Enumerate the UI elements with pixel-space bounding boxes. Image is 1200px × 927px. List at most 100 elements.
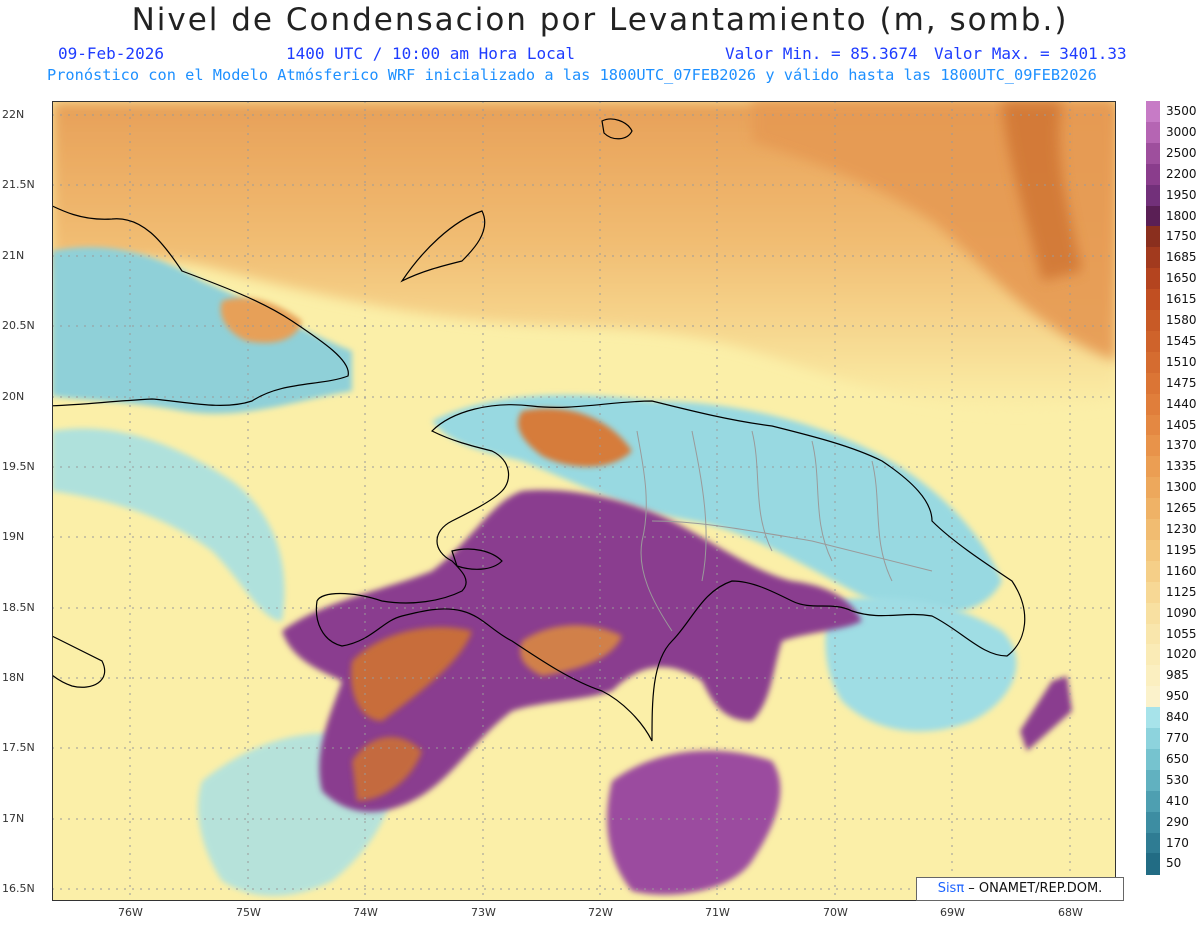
lat-label: 17.5N	[2, 741, 35, 754]
map-frame	[52, 101, 1116, 901]
colorbar-swatch	[1146, 184, 1160, 206]
colorbar-label: 1475	[1166, 375, 1197, 390]
forecast-info: Pronóstico con el Modelo Atmósferico WRF…	[47, 66, 1097, 84]
colorbar-label: 1545	[1166, 333, 1197, 348]
lon-label: 71W	[705, 906, 730, 919]
colorbar-swatch	[1146, 853, 1160, 875]
colorbar-swatch	[1146, 769, 1160, 792]
colorbar-swatch	[1146, 623, 1160, 645]
colorbar-label: 2500	[1166, 145, 1197, 160]
colorbar-label: 1335	[1166, 459, 1197, 474]
max-value: Valor Max. = 3401.33	[934, 44, 1127, 63]
colorbar-label: 3000	[1166, 124, 1197, 139]
colorbar-label: 1230	[1166, 522, 1197, 536]
colorbar-label: 170	[1166, 835, 1189, 850]
colorbar-swatch	[1146, 101, 1160, 123]
colorbar-label: 1750	[1166, 229, 1197, 244]
colorbar-label: 1265	[1166, 501, 1197, 516]
colorbar-swatch	[1146, 372, 1160, 395]
coast-cuba	[52, 205, 349, 407]
map-title: Nivel de Condensacion por Levantamiento …	[131, 2, 1069, 38]
orange-streak-3	[352, 737, 422, 801]
colorbar-swatch	[1146, 519, 1160, 541]
colorbar-swatch	[1146, 330, 1160, 353]
colorbar-label: 1300	[1166, 480, 1197, 495]
lon-label: 73W	[471, 906, 496, 919]
colorbar-swatch	[1146, 163, 1160, 186]
colorbar-label: 50	[1166, 856, 1182, 871]
colorbar-label: 985	[1166, 668, 1189, 683]
colorbar-label: 530	[1166, 772, 1189, 787]
colorbar-swatch	[1146, 790, 1160, 813]
coast-inagua	[400, 210, 486, 283]
colorbar-label: 770	[1166, 731, 1189, 745]
forecast-date: 09-Feb-2026	[58, 44, 164, 63]
lat-label: 19N	[2, 530, 25, 543]
colorbar-swatch	[1146, 665, 1160, 687]
colorbar-swatch	[1146, 748, 1160, 771]
colorbar-swatch	[1146, 581, 1160, 604]
colorbar-label: 950	[1166, 689, 1189, 704]
colorbar-swatch	[1146, 811, 1160, 833]
colorbar-swatch	[1146, 456, 1160, 478]
colorbar-label: 1160	[1166, 563, 1197, 578]
colorbar-swatch	[1146, 142, 1160, 165]
colorbar-swatch	[1146, 602, 1160, 624]
colorbar-swatch	[1146, 393, 1160, 415]
colorbar-label: 1685	[1166, 250, 1197, 265]
colorbar-label: 1800	[1166, 208, 1197, 223]
colorbar	[1146, 101, 1160, 875]
lon-label: 68W	[1058, 906, 1083, 919]
colorbar-label: 1020	[1166, 647, 1197, 662]
colorbar-label: 1650	[1166, 271, 1197, 286]
lat-label: 20.5N	[2, 319, 35, 332]
lat-label: 21N	[2, 249, 25, 262]
hot-streak-ne	[1002, 101, 1082, 281]
colorbar-label: 1125	[1166, 584, 1197, 599]
colorbar-swatch	[1146, 560, 1160, 583]
colorbar-swatch	[1146, 247, 1160, 269]
credit-sis: Sisπ	[937, 881, 965, 896]
colorbar-swatch	[1146, 498, 1160, 520]
colorbar-label: 1055	[1166, 626, 1197, 641]
purple-region-east-strip	[1020, 676, 1072, 751]
colorbar-swatch	[1146, 539, 1160, 562]
lat-label: 16.5N	[2, 882, 35, 895]
colorbar-label: 1440	[1166, 396, 1197, 411]
colorbar-swatch	[1146, 435, 1160, 457]
lon-label: 76W	[118, 906, 143, 919]
colorbar-label: 290	[1166, 814, 1189, 829]
lon-label: 75W	[236, 906, 261, 919]
warm-blob-cuba-east	[220, 297, 302, 343]
orange-streak-1	[351, 627, 472, 721]
colorbar-label: 3500	[1166, 104, 1197, 118]
colorbar-label: 1370	[1166, 438, 1197, 453]
colorbar-swatch	[1146, 289, 1160, 311]
colorbar-label: 650	[1166, 751, 1189, 766]
min-value: Valor Min. = 85.3674	[725, 44, 918, 63]
coastlines	[52, 118, 1026, 742]
colorbar-swatch	[1146, 644, 1160, 666]
lat-label: 20N	[2, 390, 25, 403]
colorbar-label: 1090	[1166, 605, 1197, 620]
lat-label: 22N	[2, 108, 25, 121]
colorbar-label: 1405	[1166, 417, 1197, 432]
coast-gonave	[451, 548, 503, 570]
lat-label: 21.5N	[2, 178, 35, 191]
lat-label: 18N	[2, 671, 25, 684]
lon-label: 72W	[588, 906, 613, 919]
colorbar-label: 410	[1166, 793, 1189, 808]
coast-jamaica	[52, 635, 106, 688]
coast-turks	[601, 118, 633, 140]
colorbar-swatch	[1146, 686, 1160, 708]
colorbar-label: 1580	[1166, 313, 1197, 327]
colorbar-label: 840	[1166, 710, 1189, 725]
lon-label: 74W	[353, 906, 378, 919]
lon-label: 70W	[823, 906, 848, 919]
colorbar-swatch	[1146, 351, 1160, 374]
lat-label: 17N	[2, 812, 25, 825]
colorbar-swatch	[1146, 707, 1160, 729]
colorbar-label: 2200	[1166, 166, 1197, 181]
purple-region-south	[607, 750, 781, 895]
cool-region-west-streaks	[52, 428, 285, 621]
